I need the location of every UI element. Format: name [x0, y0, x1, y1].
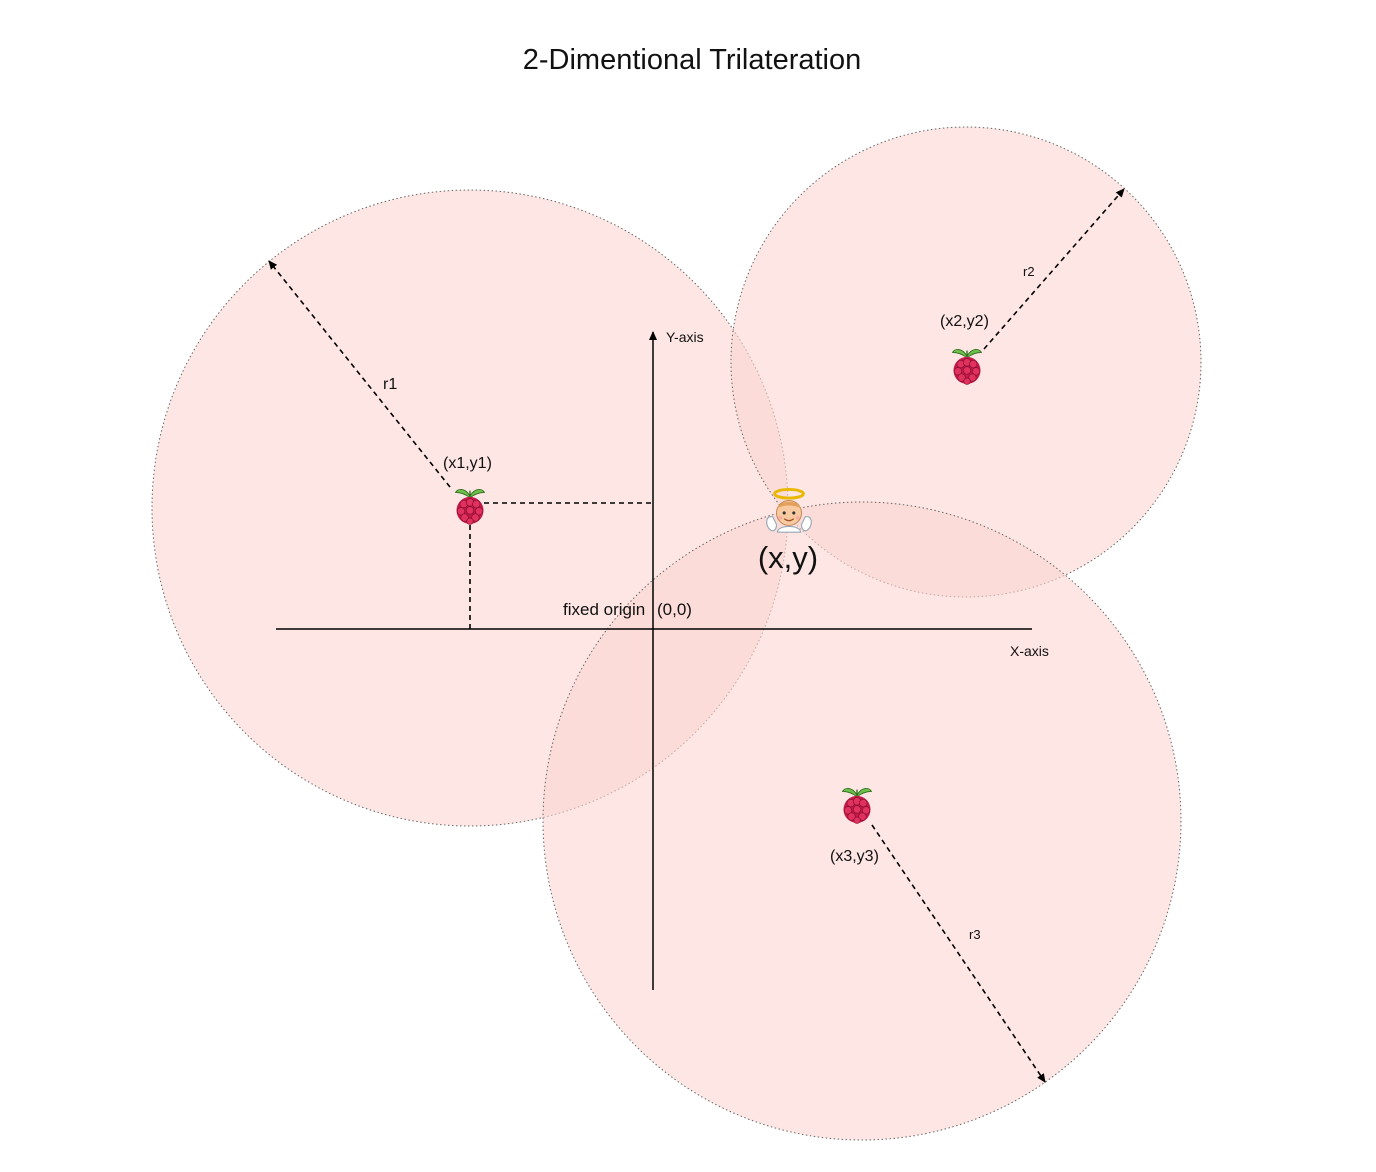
anchor-label-3: (x3,y3) — [830, 848, 879, 865]
anchor-label-2: (x2,y2) — [940, 313, 989, 330]
radius-label-3: r3 — [969, 927, 981, 942]
target-label: (x,y) — [758, 540, 818, 575]
origin-coords: (0,0) — [657, 600, 692, 619]
radius-arrow-3 — [871, 824, 1046, 1083]
radius-label-1: r1 — [383, 376, 397, 393]
anchor-label-1: (x1,y1) — [443, 455, 492, 472]
diagram-title: 2-Dimentional Trilateration — [523, 44, 861, 76]
radius-label-2: r2 — [1023, 264, 1035, 279]
x-axis-label: X-axis — [1010, 643, 1049, 659]
y-axis-label: Y-axis — [666, 329, 704, 345]
origin-label: fixed origin — [563, 600, 645, 619]
radius-arrow-1 — [268, 260, 451, 488]
